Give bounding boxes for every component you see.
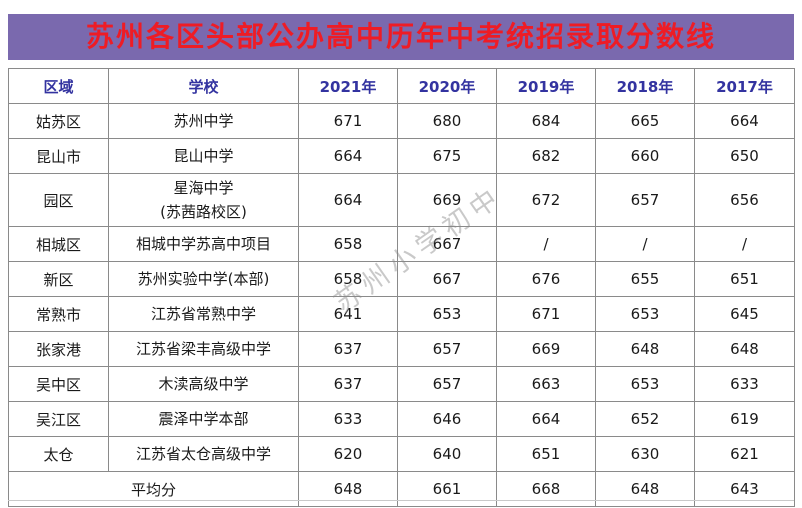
score-cell: 667 [397, 261, 497, 297]
score-cell: 664 [298, 173, 398, 227]
district-cell: 相城区 [8, 226, 109, 262]
score-cell: / [694, 226, 795, 262]
score-cell: 664 [496, 401, 596, 437]
district-cell: 吴中区 [8, 366, 109, 402]
district-cell: 新区 [8, 261, 109, 297]
district-cell: 张家港 [8, 331, 109, 367]
score-cell: 663 [496, 366, 596, 402]
table-row: 吴中区 木渎高级中学 637 657 663 653 633 [8, 366, 795, 402]
score-cell: 657 [397, 366, 497, 402]
score-cell: 671 [298, 103, 398, 139]
score-cell: 652 [595, 401, 695, 437]
score-cell: 684 [496, 103, 596, 139]
score-cell: 648 [595, 331, 695, 367]
score-cell: 640 [397, 436, 497, 472]
column-header: 2018年 [595, 68, 695, 104]
score-cell: 680 [397, 103, 497, 139]
school-cell: 震泽中学本部 [108, 401, 299, 437]
average-score-cell: 661 [397, 471, 497, 507]
score-cell: 676 [496, 261, 596, 297]
score-cell: 669 [397, 173, 497, 227]
school-cell: 江苏省常熟中学 [108, 296, 299, 332]
average-score-cell: 648 [298, 471, 398, 507]
score-cell: / [595, 226, 695, 262]
bottom-divider [8, 500, 794, 501]
table-row: 太仓 江苏省太仓高级中学 620 640 651 630 621 [8, 436, 795, 472]
average-score-cell: 643 [694, 471, 795, 507]
score-cell: 667 [397, 226, 497, 262]
score-cell: 620 [298, 436, 398, 472]
score-cell: 648 [694, 331, 795, 367]
average-score-cell: 668 [496, 471, 596, 507]
score-cell: 682 [496, 138, 596, 174]
score-cell: 619 [694, 401, 795, 437]
score-cell: 657 [595, 173, 695, 227]
column-header: 2021年 [298, 68, 398, 104]
score-cell: 664 [298, 138, 398, 174]
score-cell: 651 [694, 261, 795, 297]
column-header: 区域 [8, 68, 109, 104]
score-cell: 637 [298, 331, 398, 367]
score-cell: 664 [694, 103, 795, 139]
score-cell: 660 [595, 138, 695, 174]
school-cell: 昆山中学 [108, 138, 299, 174]
column-header: 学校 [108, 68, 299, 104]
score-cell: 672 [496, 173, 596, 227]
table-row: 园区 星海中学 (苏茜路校区) 664 669 672 657 656 [8, 173, 795, 227]
school-cell: 木渎高级中学 [108, 366, 299, 402]
score-cell: 633 [298, 401, 398, 437]
score-cell: 675 [397, 138, 497, 174]
table-row: 张家港 江苏省梁丰高级中学 637 657 669 648 648 [8, 331, 795, 367]
table-row: 新区 苏州实验中学(本部) 658 667 676 655 651 [8, 261, 795, 297]
column-header: 2017年 [694, 68, 795, 104]
average-label: 平均分 [8, 471, 299, 507]
district-cell: 吴江区 [8, 401, 109, 437]
school-cell: 江苏省梁丰高级中学 [108, 331, 299, 367]
school-cell: 相城中学苏高中项目 [108, 226, 299, 262]
average-score-cell: 648 [595, 471, 695, 507]
score-cell: 633 [694, 366, 795, 402]
average-row: 平均分 648 661 668 648 643 [8, 471, 795, 507]
school-cell: 江苏省太仓高级中学 [108, 436, 299, 472]
score-cell: 657 [397, 331, 497, 367]
score-cell: / [496, 226, 596, 262]
score-cell: 653 [397, 296, 497, 332]
district-cell: 姑苏区 [8, 103, 109, 139]
score-cell: 669 [496, 331, 596, 367]
district-cell: 园区 [8, 173, 109, 227]
score-cell: 637 [298, 366, 398, 402]
score-cell: 658 [298, 226, 398, 262]
table-row: 昆山市 昆山中学 664 675 682 660 650 [8, 138, 795, 174]
score-cell: 658 [298, 261, 398, 297]
score-cell: 651 [496, 436, 596, 472]
score-cell: 646 [397, 401, 497, 437]
table-row: 常熟市 江苏省常熟中学 641 653 671 653 645 [8, 296, 795, 332]
score-cell: 641 [298, 296, 398, 332]
score-cell: 653 [595, 296, 695, 332]
page-title: 苏州各区头部公办高中历年中考统招录取分数线 [8, 14, 794, 60]
score-cell: 653 [595, 366, 695, 402]
table-row: 相城区 相城中学苏高中项目 658 667// / [8, 226, 795, 262]
score-cell: 650 [694, 138, 795, 174]
score-cell: 656 [694, 173, 795, 227]
school-cell: 苏州中学 [108, 103, 299, 139]
score-cell: 645 [694, 296, 795, 332]
school-cell: 星海中学 (苏茜路校区) [108, 173, 299, 227]
district-cell: 昆山市 [8, 138, 109, 174]
district-cell: 常熟市 [8, 296, 109, 332]
header-row: 区域 学校 2021年 2020年 2019年 2018年 2017年 [8, 68, 795, 104]
score-cell: 665 [595, 103, 695, 139]
score-cell: 630 [595, 436, 695, 472]
score-cell: 655 [595, 261, 695, 297]
district-cell: 太仓 [8, 436, 109, 472]
score-cell: 621 [694, 436, 795, 472]
column-header: 2019年 [496, 68, 596, 104]
score-cell: 671 [496, 296, 596, 332]
scores-table: 区域 学校 2021年 2020年 2019年 2018年 2017年 姑苏区 苏州中学 671… [8, 68, 795, 507]
school-cell: 苏州实验中学(本部) [108, 261, 299, 297]
table-row: 姑苏区 苏州中学 671 680 684 665 664 [8, 103, 795, 139]
table-row: 吴江区 震泽中学本部 633 646 664 652 619 [8, 401, 795, 437]
column-header: 2020年 [397, 68, 497, 104]
